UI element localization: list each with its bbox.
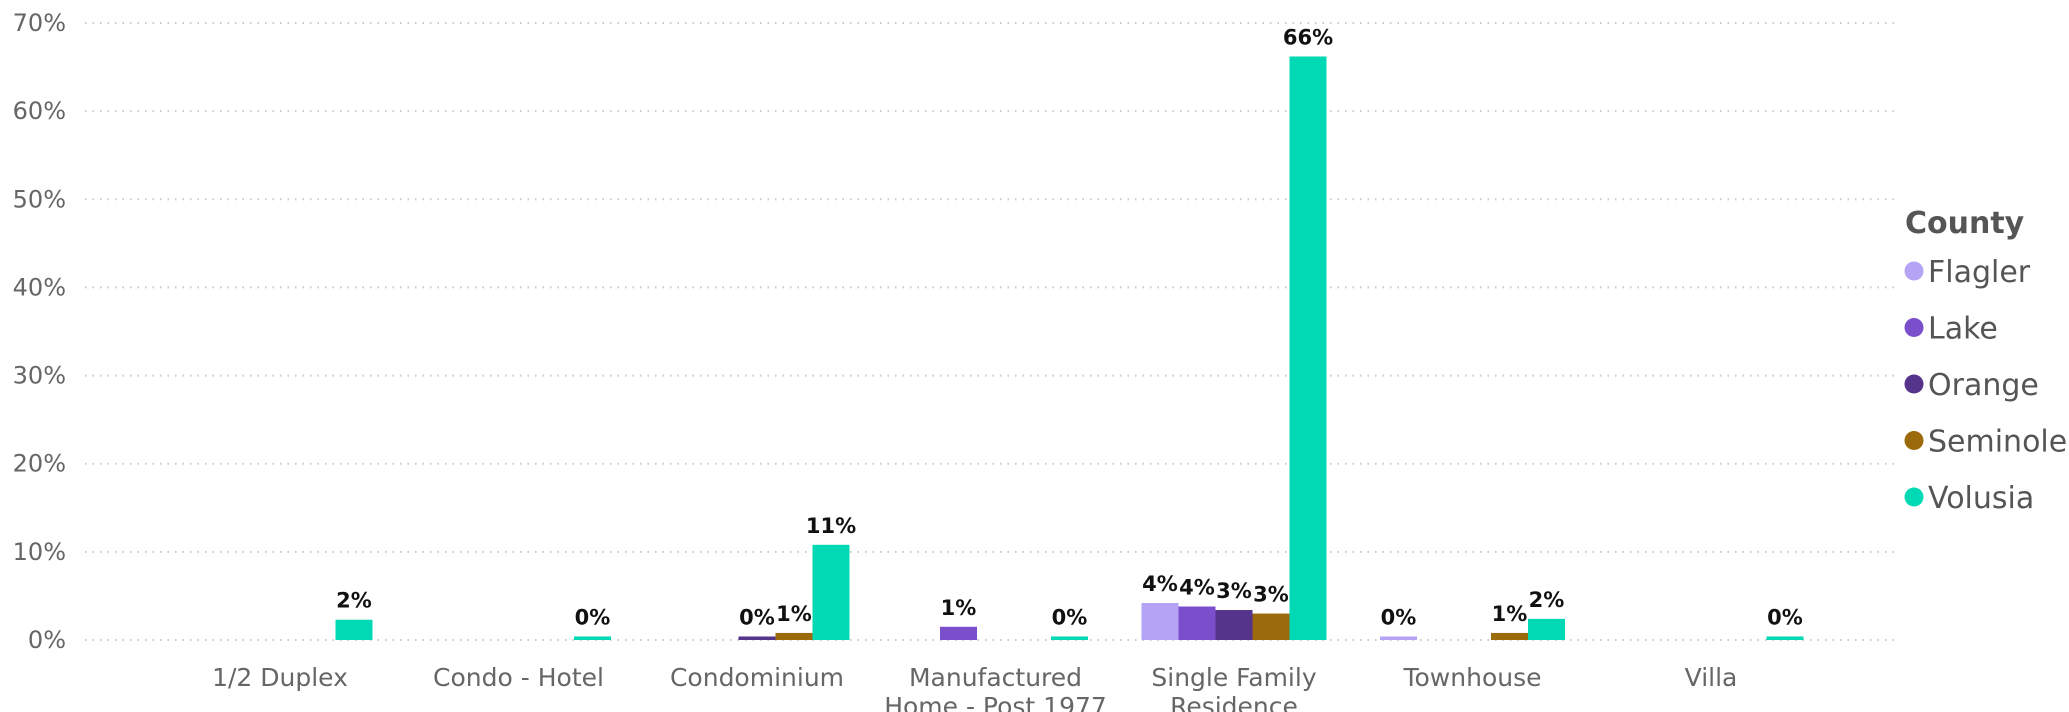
data-label: 0% (1381, 605, 1417, 629)
x-category-label: Residence (1170, 692, 1298, 712)
legend-title: County (1905, 206, 2025, 241)
x-category-label: Manufactured (909, 663, 1082, 692)
data-label: 1% (776, 602, 812, 626)
data-label: 0% (739, 605, 775, 629)
bar-lake[interactable] (1178, 606, 1216, 640)
bar-flagler[interactable] (1141, 602, 1179, 640)
bar-lake[interactable] (940, 626, 977, 640)
x-category-label: Condominium (670, 663, 844, 692)
legend-marker (1904, 374, 1924, 394)
bar-volusia[interactable] (574, 636, 611, 640)
y-tick-label: 10% (13, 538, 66, 566)
legend-marker (1904, 318, 1924, 337)
legend-marker (1904, 431, 1924, 450)
data-label: 1% (1492, 602, 1528, 626)
y-axis: 0% 10% 20% 30% 40% 50% 60% 70% (13, 9, 66, 654)
bar-flagler[interactable] (1380, 636, 1417, 640)
bar-orange[interactable] (1215, 610, 1253, 640)
bar-volusia[interactable] (812, 544, 850, 640)
data-label: 3% (1216, 579, 1252, 603)
bar-seminole[interactable] (775, 632, 813, 640)
bar-volusia[interactable] (1051, 636, 1088, 640)
data-label: 0% (1052, 605, 1088, 629)
data-label: 3% (1253, 583, 1289, 607)
y-tick-label: 0% (28, 626, 66, 654)
bar-seminole[interactable] (1252, 613, 1290, 640)
data-label: 4% (1142, 572, 1178, 596)
data-labels: 2%0% 0% 1%11%1% 0%4% 4% 3% 3%66%0% 1%2%0% (336, 25, 1803, 629)
grid-lines (85, 22, 1895, 641)
y-tick-label: 70% (13, 9, 66, 37)
data-label: 11% (806, 514, 856, 538)
data-label: 0% (1767, 605, 1803, 629)
bar-volusia[interactable] (1766, 636, 1804, 640)
x-axis: 1/2 Duplex Condo - Hotel Condominium Manufa… (212, 663, 1737, 712)
y-tick-label: 60% (13, 97, 66, 125)
legend-item-label[interactable]: Lake (1928, 312, 1998, 347)
legend: County Flagler Lake Orange Seminole Volusia (1904, 206, 2067, 516)
legend-marker (1904, 487, 1924, 507)
x-category-label: 1/2 Duplex (212, 663, 348, 692)
data-label: 4% (1179, 576, 1215, 600)
data-label: 66% (1283, 25, 1333, 49)
legend-item-label[interactable]: Orange (1928, 368, 2039, 403)
legend-marker (1904, 261, 1924, 281)
bar-seminole[interactable] (1491, 632, 1528, 640)
y-tick-label: 20% (13, 450, 66, 478)
legend-item-label[interactable]: Volusia (1928, 481, 2034, 516)
x-category-label: Condo - Hotel (433, 663, 604, 692)
x-category-label: Townhouse (1402, 663, 1541, 692)
x-category-label: Single Family (1151, 663, 1316, 692)
bar-volusia[interactable] (1528, 618, 1565, 640)
bar-orange[interactable] (738, 636, 776, 640)
data-label: 2% (1529, 588, 1565, 612)
x-category-label: Home - Post 1977 (884, 692, 1107, 712)
y-tick-label: 40% (13, 273, 66, 301)
y-tick-label: 30% (13, 362, 66, 390)
x-category-label: Villa (1685, 663, 1738, 692)
data-label: 2% (336, 589, 372, 613)
data-label: 1% (941, 596, 977, 620)
bar-volusia[interactable] (1289, 56, 1327, 641)
legend-item-label[interactable]: Flagler (1928, 255, 2031, 290)
bar-volusia[interactable] (335, 619, 373, 640)
data-label: 0% (575, 605, 611, 629)
bars (335, 56, 1804, 641)
legend-item-label[interactable]: Seminole (1928, 425, 2067, 460)
y-tick-label: 50% (13, 185, 66, 213)
